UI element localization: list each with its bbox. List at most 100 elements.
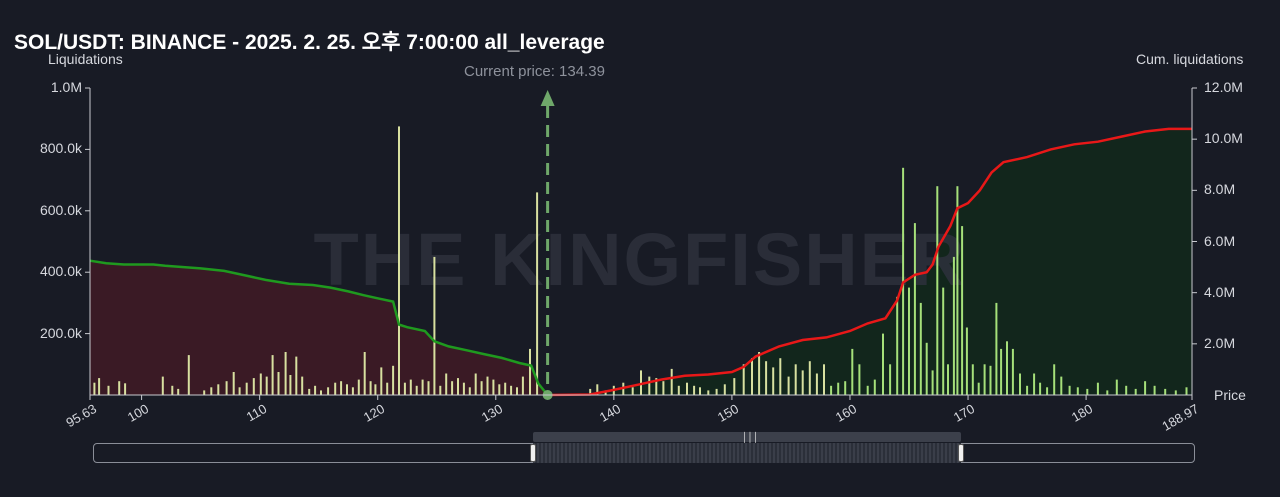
liquidation-bar	[787, 376, 790, 395]
liquidation-bar	[445, 373, 448, 395]
liquidation-bar	[751, 358, 753, 395]
liquidation-bar	[386, 382, 389, 395]
liquidation-bar	[462, 382, 465, 395]
liquidation-bar	[320, 390, 322, 395]
liquidation-bar	[403, 382, 406, 395]
zoom-handle-right[interactable]	[958, 444, 964, 462]
zoom-drag-bar[interactable]	[533, 432, 961, 442]
liquidation-bar	[1000, 348, 1003, 395]
liquidation-bar	[314, 385, 317, 395]
liquidation-bar	[808, 361, 811, 395]
current-price-arrow-icon	[540, 90, 555, 106]
liquidation-bar	[1185, 387, 1188, 395]
liquidation-bar	[686, 382, 688, 395]
liquidation-bar	[327, 387, 330, 395]
liquidation-bar	[225, 381, 228, 395]
liquidation-bar	[1026, 385, 1029, 395]
liquidation-bar	[398, 126, 400, 396]
right-tick-label: 4.0M	[1204, 283, 1236, 300]
right-tick-label: 12.0M	[1204, 79, 1243, 95]
liquidation-bar	[1068, 385, 1071, 395]
liquidation-bar	[1060, 376, 1063, 395]
liquidation-bar	[866, 385, 869, 395]
liquidation-bar	[794, 364, 797, 395]
liquidation-bar	[977, 382, 980, 395]
liquidation-bar	[374, 384, 377, 395]
liquidation-bar	[510, 385, 513, 395]
liquidation-bar	[858, 364, 861, 395]
liquidation-bar	[486, 376, 489, 395]
liquidation-bar	[1006, 341, 1008, 395]
liquidation-bar	[284, 352, 287, 395]
liquidation-bar	[451, 381, 454, 395]
liquidation-bar	[965, 327, 968, 395]
liquidation-bar	[504, 382, 507, 395]
liquidation-bar	[758, 352, 761, 395]
liquidation-bar	[1033, 373, 1036, 395]
liquidation-bar	[851, 348, 854, 395]
x-axis-label: Price	[1214, 387, 1246, 403]
liquidation-bar	[252, 378, 255, 395]
liquidation-bar	[536, 192, 539, 395]
left-tick-label: 1.0M	[50, 79, 82, 95]
liquidation-bar	[707, 390, 710, 395]
cum-right-line	[547, 127, 1192, 397]
liquidation-bar	[908, 287, 910, 395]
liquidation-bar	[1086, 388, 1089, 395]
liquidation-bar	[1019, 373, 1021, 395]
liquidation-bar	[516, 387, 518, 395]
liquidation-bar	[1096, 382, 1099, 395]
liquidation-bar	[837, 382, 840, 395]
liquidation-bar	[779, 358, 782, 395]
liquidation-bar	[392, 365, 395, 395]
right-axis-label: Cum. liquidations	[1136, 51, 1244, 67]
liquidation-chart: THE KINGFISHER	[85, 87, 1197, 400]
liquidation-bar	[380, 367, 383, 395]
liquidation-bar	[823, 364, 825, 395]
liquidation-bar	[952, 256, 955, 395]
liquidation-bar	[919, 302, 922, 395]
left-axis-label: Liquidations	[48, 51, 123, 67]
liquidation-bar	[1076, 387, 1079, 395]
watermark-text: THE KINGFISHER	[314, 218, 967, 301]
cum-left-area	[90, 260, 548, 395]
liquidation-bar	[640, 370, 642, 395]
liquidation-bar	[947, 364, 949, 395]
liquidation-bar	[238, 387, 241, 395]
liquidation-bar	[295, 356, 298, 395]
liquidation-bar	[983, 364, 986, 395]
liquidation-bar	[232, 372, 235, 395]
liquidation-bar	[289, 375, 292, 395]
zoom-handle-left[interactable]	[530, 444, 536, 462]
liquidation-bar	[433, 256, 436, 395]
liquidation-bar	[830, 385, 833, 395]
liquidation-bar	[844, 381, 847, 395]
liquidation-bar	[733, 378, 736, 395]
liquidation-bar	[699, 387, 701, 395]
liquidation-bar	[277, 372, 280, 395]
liquidation-bar	[925, 342, 928, 395]
liquidation-bar	[989, 365, 992, 395]
zoom-grip-icon[interactable]: │││	[742, 432, 759, 442]
zoom-selection[interactable]	[533, 443, 961, 463]
liquidation-bar	[765, 361, 768, 395]
cum-left-line	[89, 259, 549, 396]
liquidation-bar	[956, 186, 959, 395]
liquidation-bar	[896, 296, 899, 395]
liquidation-bar	[1125, 385, 1128, 395]
liquidation-bar	[1144, 381, 1147, 395]
liquidation-bar	[942, 287, 945, 395]
liquidation-bar	[815, 373, 818, 395]
chart-title: SOL/USDT: BINANCE - 2025. 2. 25. 오후 7:00…	[14, 31, 605, 54]
liquidation-bar	[363, 352, 366, 395]
left-tick-label: 200.0k	[39, 324, 82, 341]
liquidation-bar	[340, 381, 343, 395]
liquidation-bar	[670, 368, 673, 395]
liquidation-bar	[1134, 388, 1137, 395]
liquidation-bar	[171, 385, 174, 395]
liquidation-bar	[457, 378, 459, 395]
liquidation-bar	[1053, 364, 1056, 395]
liquidation-bar	[662, 381, 665, 395]
liquidation-bar	[177, 388, 180, 395]
liquidation-bar	[655, 378, 658, 395]
